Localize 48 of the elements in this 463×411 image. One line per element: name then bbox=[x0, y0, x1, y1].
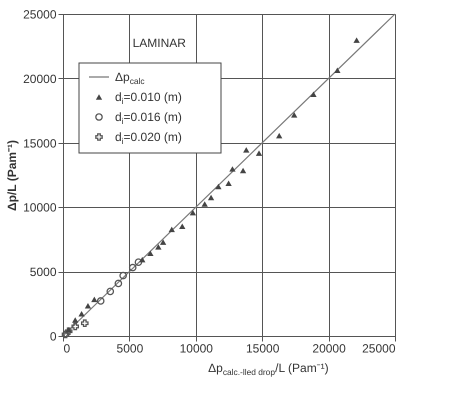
point bbox=[160, 239, 166, 245]
point bbox=[96, 297, 105, 305]
point bbox=[334, 68, 341, 74]
point bbox=[179, 224, 186, 229]
point bbox=[155, 244, 162, 250]
point bbox=[119, 272, 127, 280]
point bbox=[91, 296, 98, 302]
point bbox=[72, 317, 78, 323]
x-tick-label: 5000 bbox=[116, 342, 144, 356]
point bbox=[78, 310, 85, 316]
x-tick-label: 25000 bbox=[362, 342, 396, 356]
x-tick-label: 10000 bbox=[180, 342, 214, 356]
point bbox=[215, 184, 222, 190]
annotation: LAMINAR bbox=[132, 36, 186, 50]
point bbox=[106, 288, 114, 296]
point bbox=[139, 256, 146, 262]
y-tick-label: 25000 bbox=[23, 8, 57, 22]
x-tick-label: 0 bbox=[64, 342, 70, 356]
point bbox=[80, 319, 89, 328]
point bbox=[71, 322, 80, 330]
y-tick-label: 20000 bbox=[23, 72, 57, 86]
point bbox=[310, 92, 317, 97]
y-tick-label: 10000 bbox=[23, 200, 57, 215]
point bbox=[276, 132, 282, 138]
point bbox=[353, 37, 360, 43]
point bbox=[64, 327, 73, 336]
y-tick-label: 15000 bbox=[23, 136, 57, 150]
point bbox=[243, 147, 250, 153]
point bbox=[168, 226, 175, 232]
point bbox=[256, 150, 262, 156]
point bbox=[66, 326, 72, 332]
point bbox=[128, 264, 137, 272]
y-tick-label: 0 bbox=[50, 330, 57, 344]
point bbox=[190, 210, 196, 216]
point bbox=[84, 302, 92, 308]
point bbox=[291, 112, 298, 118]
point bbox=[202, 201, 208, 207]
point bbox=[134, 258, 142, 266]
point bbox=[229, 166, 236, 172]
x-tick-label: 15000 bbox=[246, 342, 280, 356]
point bbox=[147, 250, 154, 256]
point bbox=[240, 168, 246, 174]
x-tick-label: 20000 bbox=[312, 342, 346, 356]
y-axis-title: Δp/L (Pam⁻¹) bbox=[5, 140, 20, 212]
y-tick-label: 5000 bbox=[30, 265, 57, 280]
point bbox=[225, 180, 232, 186]
point bbox=[208, 194, 214, 200]
point bbox=[114, 280, 122, 288]
